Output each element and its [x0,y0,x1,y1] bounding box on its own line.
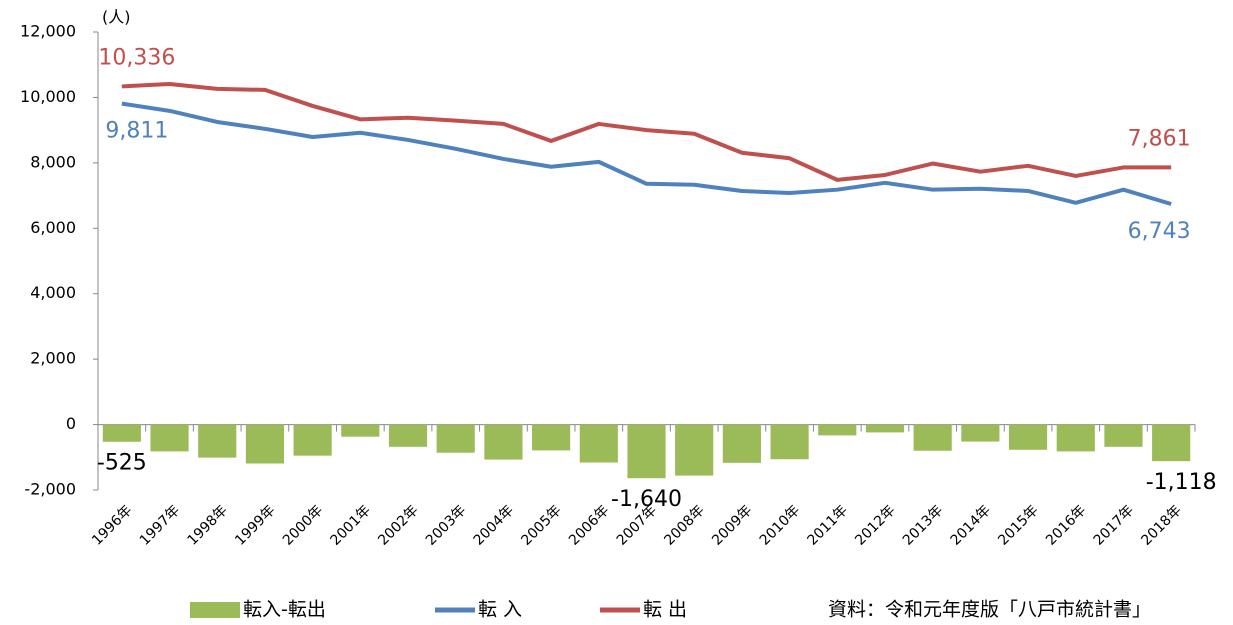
x-tick-label: 2010年 [757,502,803,548]
y-tick-label: 0 [66,414,76,433]
x-tick-label: 1998年 [184,502,230,548]
bar [770,424,809,460]
bar [532,424,571,451]
bar [579,424,618,463]
x-tick-label: 2006年 [566,502,612,548]
bar [1056,424,1095,452]
bar [293,424,332,456]
x-tick-label: 1999年 [232,502,278,548]
bar [865,424,905,433]
x-tick-label: 2017年 [1091,502,1137,548]
line [121,101,1172,206]
x-tick-label: 2014年 [948,502,994,548]
bar [913,424,952,451]
source-note: 資料：令和元年度版「八戸市統計書」 [828,599,1151,621]
x-tick-label: 2009年 [709,502,755,548]
bar [1008,424,1048,450]
legend-label: 転 入 [478,599,522,621]
y-tick-label: 12,000 [20,22,76,41]
y-unit-label: (人) [102,8,131,27]
data-label: -1,118 [1146,470,1217,495]
x-tick-label: 2002年 [375,502,421,548]
data-label: -525 [97,451,147,476]
legend-label: 転入-転出 [243,599,326,621]
bar [150,424,189,452]
bar [1104,424,1143,447]
bar [722,424,761,463]
x-tick-label: 2012年 [852,502,898,548]
bar [388,424,428,447]
bar [484,424,523,460]
line [121,82,1172,182]
data-label: 7,861 [1128,126,1191,151]
bar [675,424,714,476]
y-tick-label: 2,000 [30,349,76,368]
y-tick-label: -2,000 [24,480,76,499]
bar [341,424,380,437]
data-label: 9,811 [105,119,168,144]
x-tick-label: 2016年 [1043,502,1089,548]
x-tick-label: 2015年 [995,502,1041,548]
bar [102,424,141,442]
x-tick-label: 2001年 [328,502,374,548]
bar [198,424,237,458]
y-tick-label: 4,000 [30,283,76,302]
x-tick-label: 2018年 [1138,502,1184,548]
x-tick-label: 2003年 [423,502,469,548]
x-tick-label: 1997年 [137,502,183,548]
x-tick-label: 2004年 [471,502,517,548]
x-tick-label: 2011年 [805,502,851,548]
x-tick-label: 2013年 [900,502,946,548]
bar [1152,424,1191,462]
legend-swatch [190,602,240,618]
data-label: -1,640 [611,487,682,512]
bar [627,424,666,479]
bar [245,424,285,464]
legend-label: 転 出 [643,599,687,621]
bar [818,424,857,436]
y-tick-label: 6,000 [30,218,76,237]
bar [961,424,1000,442]
bar [436,424,475,453]
data-label: 6,743 [1128,219,1191,244]
x-tick-label: 2005年 [518,502,564,548]
y-tick-label: 8,000 [30,152,76,171]
data-label: 10,336 [98,45,175,70]
x-tick-label: 2000年 [280,502,326,548]
y-tick-label: 10,000 [20,87,76,106]
x-tick-label: 1996年 [89,502,135,548]
